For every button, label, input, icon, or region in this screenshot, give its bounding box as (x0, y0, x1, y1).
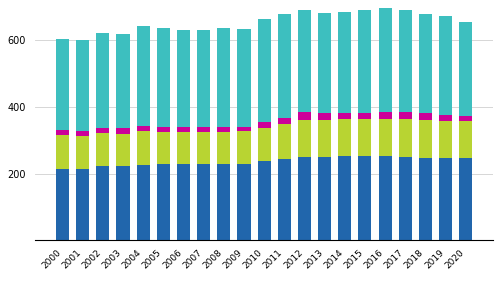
Bar (358, 156, 372, 240)
Bar (76, 168, 89, 240)
Bar (217, 132, 230, 164)
Bar (278, 124, 291, 159)
Bar (298, 157, 311, 240)
Bar (217, 127, 230, 132)
Bar (378, 119, 392, 156)
Bar (217, 164, 230, 240)
Bar (157, 132, 170, 164)
Bar (56, 135, 69, 168)
Bar (439, 115, 452, 121)
Bar (338, 156, 351, 240)
Bar (358, 119, 372, 156)
Bar (318, 157, 331, 240)
Bar (459, 22, 472, 116)
Bar (398, 157, 412, 240)
Bar (278, 14, 291, 118)
Bar (96, 33, 110, 128)
Bar (116, 166, 130, 240)
Bar (116, 128, 130, 134)
Bar (358, 113, 372, 119)
Bar (459, 158, 472, 240)
Bar (76, 40, 89, 131)
Bar (338, 113, 351, 119)
Bar (378, 112, 392, 119)
Bar (197, 164, 210, 240)
Bar (238, 127, 250, 131)
Bar (136, 131, 149, 164)
Bar (439, 121, 452, 158)
Bar (258, 19, 270, 122)
Bar (298, 112, 311, 120)
Bar (238, 164, 250, 240)
Bar (177, 132, 190, 164)
Bar (157, 164, 170, 240)
Bar (278, 118, 291, 124)
Bar (398, 111, 412, 119)
Bar (197, 30, 210, 127)
Bar (419, 113, 432, 120)
Bar (338, 12, 351, 113)
Bar (136, 26, 149, 126)
Bar (459, 121, 472, 158)
Bar (116, 34, 130, 128)
Bar (177, 164, 190, 240)
Bar (136, 126, 149, 131)
Bar (459, 116, 472, 121)
Bar (96, 128, 110, 133)
Bar (318, 120, 331, 157)
Bar (197, 127, 210, 132)
Bar (238, 29, 250, 127)
Bar (96, 133, 110, 166)
Bar (56, 168, 69, 240)
Bar (258, 128, 270, 161)
Bar (439, 158, 452, 240)
Bar (278, 159, 291, 240)
Bar (56, 130, 69, 135)
Bar (338, 119, 351, 156)
Bar (398, 10, 412, 111)
Bar (116, 134, 130, 166)
Bar (318, 113, 331, 120)
Bar (76, 131, 89, 136)
Bar (258, 161, 270, 240)
Bar (298, 120, 311, 157)
Bar (76, 136, 89, 168)
Bar (378, 156, 392, 240)
Bar (177, 30, 190, 127)
Bar (157, 127, 170, 132)
Bar (56, 38, 69, 130)
Bar (96, 166, 110, 240)
Bar (298, 10, 311, 112)
Bar (157, 28, 170, 127)
Bar (358, 10, 372, 113)
Bar (177, 127, 190, 132)
Bar (136, 164, 149, 240)
Bar (258, 122, 270, 128)
Bar (419, 158, 432, 240)
Bar (217, 28, 230, 127)
Bar (439, 16, 452, 115)
Bar (398, 119, 412, 157)
Bar (419, 120, 432, 158)
Bar (419, 14, 432, 113)
Bar (238, 131, 250, 164)
Bar (378, 8, 392, 112)
Bar (318, 13, 331, 113)
Bar (197, 132, 210, 164)
